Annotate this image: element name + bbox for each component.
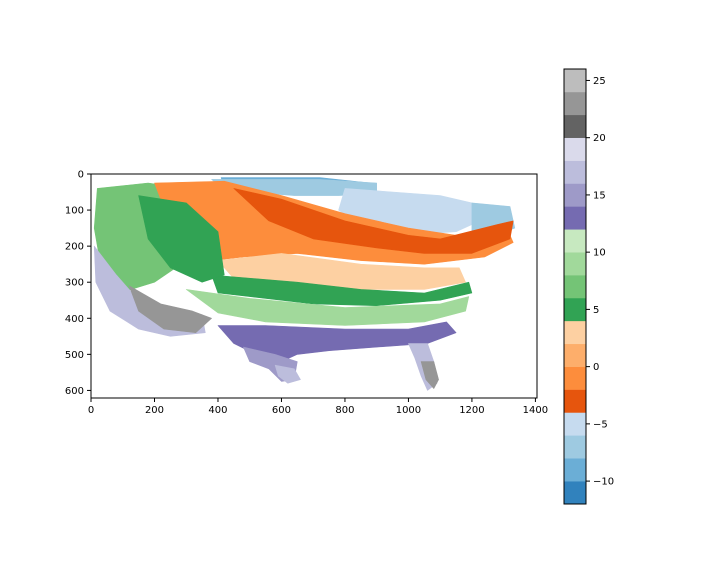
x-tick-label: 0 — [88, 405, 94, 416]
colorbar-segment — [564, 206, 586, 230]
region-mid-dark-orange — [233, 188, 514, 254]
y-tick-label: 500 — [65, 350, 84, 361]
colorbar-segment — [564, 389, 586, 413]
y-tick-label: 0 — [78, 170, 84, 181]
region-central-green — [211, 274, 473, 307]
colorbar-tick-label: 15 — [593, 190, 606, 201]
heatmap-plot — [93, 177, 516, 391]
colorbar-segment — [564, 320, 586, 345]
y-tick-label: 400 — [65, 314, 84, 325]
colorbar-frame — [563, 68, 587, 505]
colorbar-tick-label: 20 — [593, 133, 606, 144]
region-south-light-green — [185, 289, 470, 326]
region-mountain-green — [138, 195, 225, 283]
region-florida-south — [420, 361, 439, 389]
colorbar-segment — [564, 458, 586, 482]
x-tick-label: 600 — [272, 405, 291, 416]
colorbar-tick-label: −5 — [593, 419, 608, 430]
region-southwest-gray — [128, 285, 212, 334]
colorbar-segment — [564, 69, 586, 93]
colorbar-segment — [564, 160, 586, 184]
colorbar-segment — [564, 412, 586, 436]
colorbar-segment — [564, 343, 586, 367]
colorbar-segment — [564, 366, 586, 390]
colorbar-segment — [564, 435, 586, 459]
colorbar-segment — [564, 275, 586, 299]
colorbar-tick-label: 0 — [593, 362, 599, 373]
x-tick-label: 800 — [335, 405, 354, 416]
colorbar-tick-label: 5 — [593, 305, 599, 316]
colorbar-segment — [564, 114, 586, 138]
x-tick-label: 1400 — [523, 405, 548, 416]
colorbar-segment — [564, 481, 586, 505]
y-tick-label: 600 — [65, 386, 84, 397]
colorbar-segment — [564, 183, 586, 207]
y-axis: 0 100 200 300 400 500 600 — [65, 170, 91, 397]
colorbar-tick-label: 25 — [593, 76, 606, 87]
colorbar-segment — [564, 91, 586, 116]
y-tick-label: 100 — [65, 206, 84, 217]
colorbar-tick-label: −10 — [593, 477, 614, 488]
colorbar-segment — [564, 297, 586, 322]
y-tick-label: 300 — [65, 278, 84, 289]
x-tick-label: 400 — [208, 405, 227, 416]
colorbar-tick-label: 10 — [593, 248, 606, 259]
colorbar-segment — [564, 137, 586, 161]
plot-frame — [90, 173, 538, 399]
colorbar: −10 −5 0 5 10 15 20 25 — [563, 68, 614, 505]
x-tick-label: 200 — [145, 405, 164, 416]
colorbar-segment — [564, 229, 586, 253]
region-texas-tip — [274, 364, 301, 384]
colorbar-segment — [564, 252, 586, 276]
x-tick-label: 1000 — [396, 405, 421, 416]
x-tick-label: 1200 — [459, 405, 484, 416]
y-tick-label: 200 — [65, 242, 84, 253]
x-axis: 0 200 400 600 800 1000 1200 1400 — [88, 398, 548, 416]
